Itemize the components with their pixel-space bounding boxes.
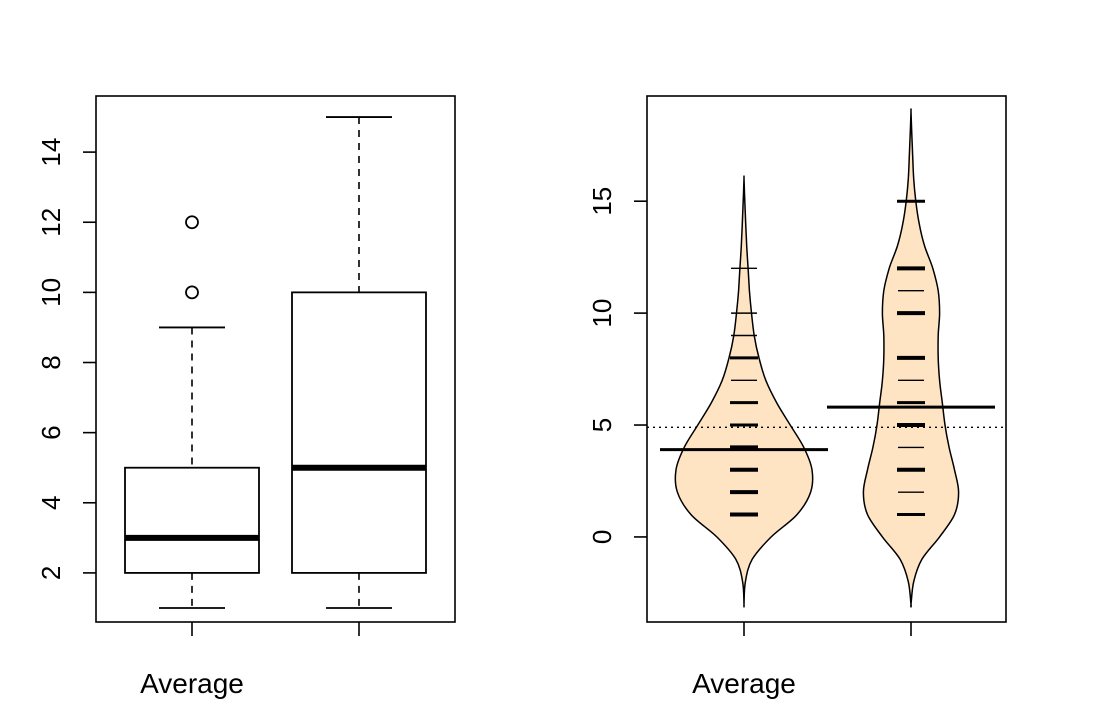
beanplot-panel: 0 5 10 15 Average xyxy=(587,95,1007,699)
y-tick-label: 14 xyxy=(36,138,66,167)
y-tick-label: 8 xyxy=(36,355,66,369)
x-category-label: Average xyxy=(140,668,244,699)
y-tick-label: 0 xyxy=(587,530,617,544)
y-tick-label: 2 xyxy=(36,566,66,580)
boxplot-y-axis: 2 4 6 8 10 12 14 xyxy=(36,138,96,580)
y-tick-label: 5 xyxy=(587,418,617,432)
boxplot-frame xyxy=(95,95,456,623)
boxplot-x-axis: Average xyxy=(140,622,360,699)
bean-density xyxy=(674,175,814,608)
y-tick-label: 4 xyxy=(36,496,66,510)
y-tick-label: 10 xyxy=(587,299,617,328)
y-tick-label: 6 xyxy=(36,425,66,439)
y-tick-label: 10 xyxy=(36,278,66,307)
outlier-point xyxy=(185,285,199,300)
beanplot-marks xyxy=(647,108,1006,608)
beanplot-y-axis: 0 5 10 15 xyxy=(587,187,647,544)
outlier-point xyxy=(185,215,199,230)
x-category-label: Average xyxy=(692,668,796,699)
beanplot-frame xyxy=(646,95,1007,623)
boxplot-panel: 2 4 6 8 10 12 14 Average xyxy=(36,95,456,699)
beanplot-x-axis: Average xyxy=(692,622,912,699)
y-tick-label: 12 xyxy=(36,208,66,237)
y-tick-label: 15 xyxy=(587,187,617,216)
box xyxy=(124,466,260,574)
boxplot-marks xyxy=(124,116,427,609)
box xyxy=(291,291,427,574)
